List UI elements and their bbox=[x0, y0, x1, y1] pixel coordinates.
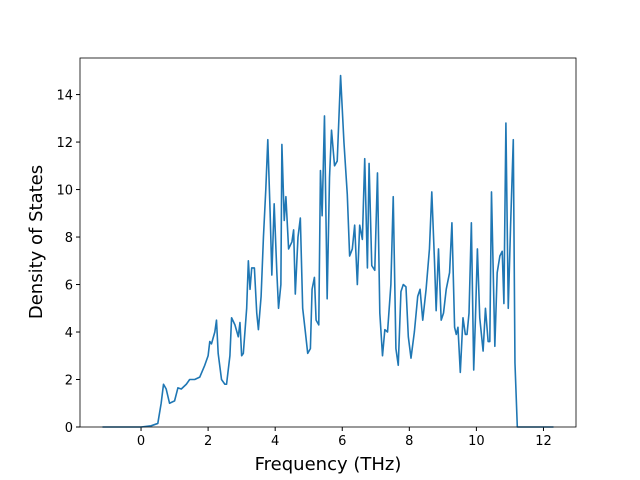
line bbox=[102, 74, 554, 428]
x-axis-label: Frequency (THz) bbox=[255, 454, 402, 475]
y-tick-label: 12 bbox=[56, 136, 73, 151]
y-tick-label: 8 bbox=[65, 231, 73, 246]
x-tick-label: 4 bbox=[271, 434, 279, 449]
x-tick-label: 10 bbox=[468, 434, 485, 449]
y-tick-label: 0 bbox=[65, 421, 73, 436]
y-tick-label: 2 bbox=[65, 374, 73, 389]
x-tick-label: 6 bbox=[338, 434, 346, 449]
plot-frame bbox=[79, 57, 577, 428]
y-tick-label: 10 bbox=[56, 184, 73, 199]
x-tick-label: 2 bbox=[204, 434, 212, 449]
y-axis-label: Density of States bbox=[26, 165, 47, 319]
x-tick-label: 8 bbox=[405, 434, 413, 449]
y-tick-label: 4 bbox=[65, 326, 73, 341]
x-tick-label: 0 bbox=[137, 434, 145, 449]
y-tick-label: 14 bbox=[56, 89, 73, 104]
x-tick-label: 12 bbox=[535, 434, 552, 449]
y-tick-label: 6 bbox=[65, 279, 73, 294]
